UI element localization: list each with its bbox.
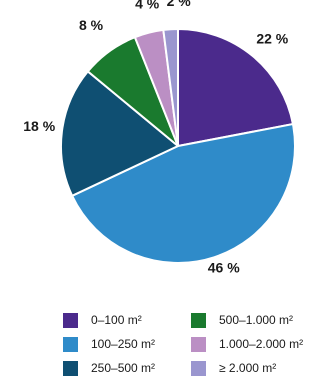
legend-swatch [191, 312, 206, 328]
legend-label: 0–100 m² [91, 313, 142, 327]
value-label: 22 % [256, 31, 288, 47]
legend-swatch [191, 336, 206, 352]
legend-swatch [63, 336, 78, 352]
legend-label: 100–250 m² [91, 337, 156, 351]
legend-label: ≥ 2.000 m² [219, 361, 277, 375]
value-label: 4 % [135, 0, 160, 11]
legend-swatch [63, 312, 78, 328]
legend-item-500-1000: 500–1.000 m² [191, 311, 325, 329]
value-label: 8 % [79, 17, 104, 33]
legend-label: 1.000–2.000 m² [219, 337, 304, 351]
legend-swatch [191, 360, 206, 376]
value-label: 18 % [23, 118, 55, 134]
legend-label: 500–1.000 m² [219, 313, 294, 327]
legend-item-100-250: 100–250 m² [63, 335, 191, 353]
legend-item-2000-plus: ≥ 2.000 m² [191, 359, 325, 377]
legend-item-250-500: 250–500 m² [63, 359, 191, 377]
legend-label: 250–500 m² [91, 361, 156, 375]
pie-labels: 22 % 46 % 18 % 8 % 4 % 2 % [23, 0, 289, 276]
legend-item-1000-2000: 1.000–2.000 m² [191, 335, 325, 353]
chart-legend: 0–100 m² 500–1.000 m² 100–250 m² 1.000–2… [63, 311, 325, 377]
legend-item-0-100: 0–100 m² [63, 311, 191, 329]
pie-slices [60, 27, 296, 264]
slice-250-500 [60, 70, 180, 198]
slice-100-250 [70, 122, 296, 264]
slice-2000-plus [162, 27, 179, 147]
value-label: 2 % [167, 0, 192, 9]
legend-swatch [63, 360, 78, 376]
value-label: 46 % [208, 260, 240, 276]
slice-0-100 [177, 27, 295, 148]
